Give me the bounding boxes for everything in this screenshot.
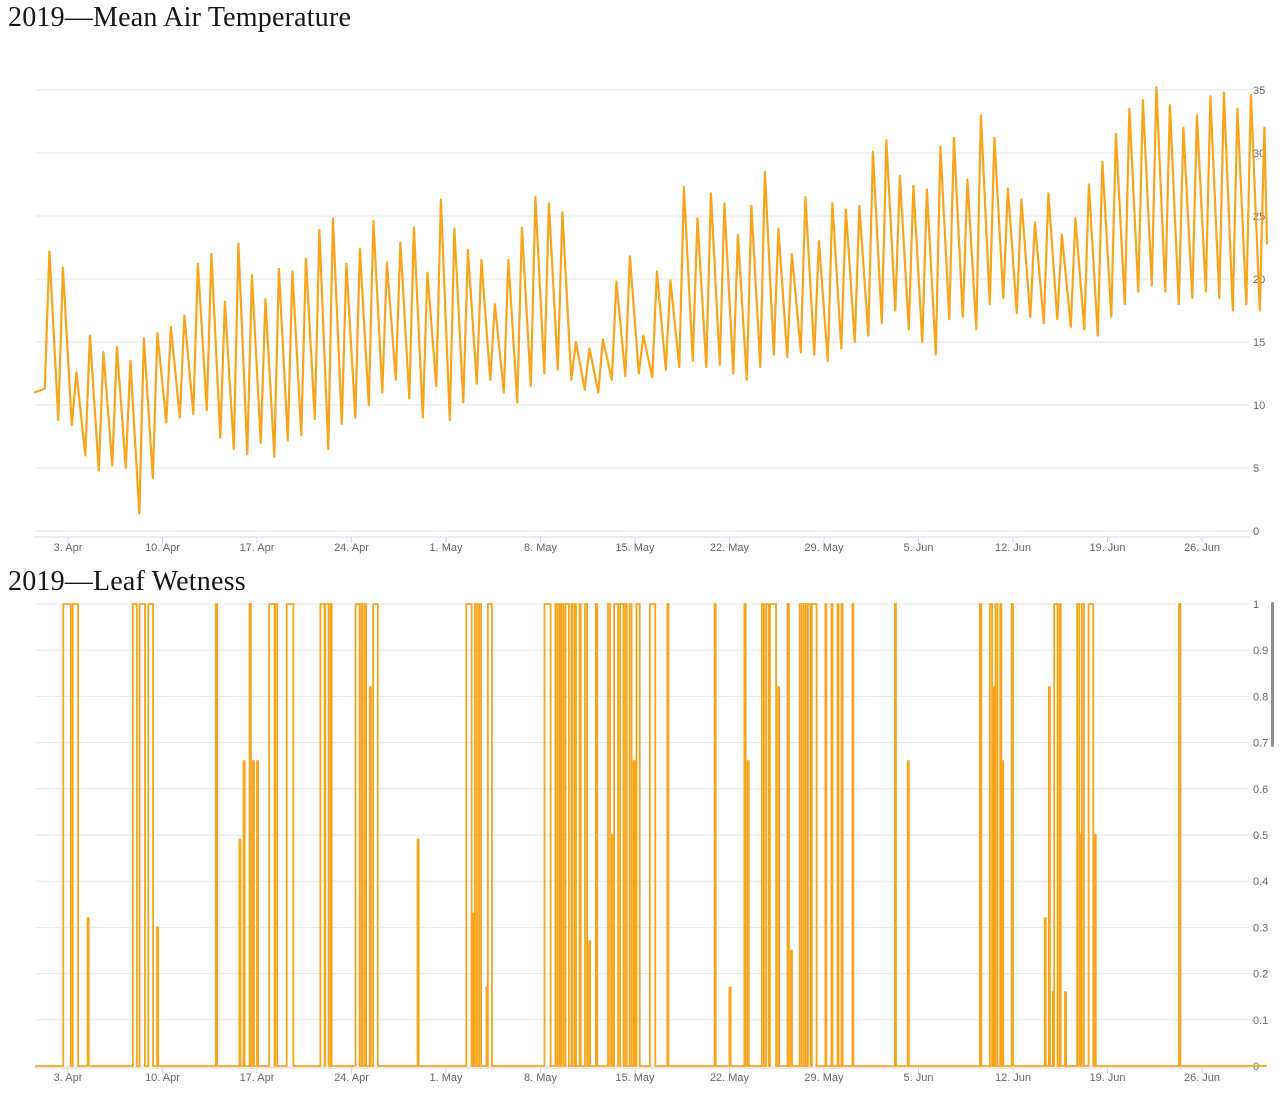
y-tick-label: 0.7 [1253, 738, 1268, 750]
y-tick-label: 10 [1253, 400, 1265, 412]
temperature-series-line[interactable] [33, 86, 1269, 515]
x-tick-label: 26. Jun [1184, 542, 1220, 554]
x-tick-label: 1. May [429, 1072, 463, 1084]
x-tick-label: 12. Jun [995, 1072, 1031, 1084]
wetness-series-line[interactable] [35, 603, 1267, 1067]
x-tick-label: 17. Apr [240, 542, 275, 554]
leaf-wetness-title: 2019—Leaf Wetness [8, 566, 246, 597]
x-tick-label: 15. May [615, 542, 655, 554]
x-tick-label: 15. May [615, 1072, 655, 1084]
y-tick-label: 0.1 [1253, 1015, 1268, 1027]
y-tick-label: 30 [1253, 148, 1265, 160]
y-tick-label: 0 [1253, 526, 1259, 538]
y-tick-label: 1 [1253, 599, 1259, 611]
x-tick-label: 10. Apr [145, 542, 180, 554]
x-tick-label: 17. Apr [240, 1072, 275, 1084]
x-tick-label: 29. May [804, 1072, 844, 1084]
y-tick-label: 15 [1253, 337, 1265, 349]
x-tick-label: 29. May [804, 542, 844, 554]
y-tick-label: 0.5 [1253, 830, 1268, 842]
leaf-wetness-chart[interactable]: 0 0.1 0.2 0.3 0.4 0.5 0.6 0.7 0.8 0.9 1 3. Apr 10. A… [0, 592, 1280, 1094]
x-tick-label: 22. May [710, 1072, 750, 1084]
x-tick-label: 3. Apr [54, 1072, 83, 1084]
y-tick-label: 35 [1253, 85, 1265, 97]
x-tick-label: 3. Apr [54, 542, 83, 554]
x-tick-label: 5. Jun [904, 1072, 934, 1084]
x-tick-label: 24. Apr [334, 1072, 369, 1084]
x-tick-label: 8. May [524, 1072, 558, 1084]
x-tick-label: 19. Jun [1089, 542, 1125, 554]
y-tick-label: 0.2 [1253, 969, 1268, 981]
x-tick-label: 8. May [524, 542, 558, 554]
vertical-scrollbar-thumb[interactable] [1271, 602, 1274, 747]
y-tick-label: 0.9 [1253, 645, 1268, 657]
x-tick-label: 26. Jun [1184, 1072, 1220, 1084]
x-tick-label: 24. Apr [334, 542, 369, 554]
y-tick-label: 0.6 [1253, 784, 1268, 796]
x-tick-label: 1. May [429, 542, 463, 554]
x-tick-label: 12. Jun [995, 542, 1031, 554]
x-tick-label: 5. Jun [904, 542, 934, 554]
y-tick-label: 0.8 [1253, 691, 1268, 703]
y-tick-label: 5 [1253, 463, 1259, 475]
y-tick-label: 0 [1253, 1061, 1259, 1073]
x-tick-label: 10. Apr [145, 1072, 180, 1084]
x-tick-label: 19. Jun [1089, 1072, 1125, 1084]
y-tick-label: 0.3 [1253, 922, 1268, 934]
y-tick-label: 0.4 [1253, 876, 1268, 888]
x-tick-label: 22. May [710, 542, 750, 554]
air-temperature-title: 2019—Mean Air Temperature [8, 2, 352, 33]
